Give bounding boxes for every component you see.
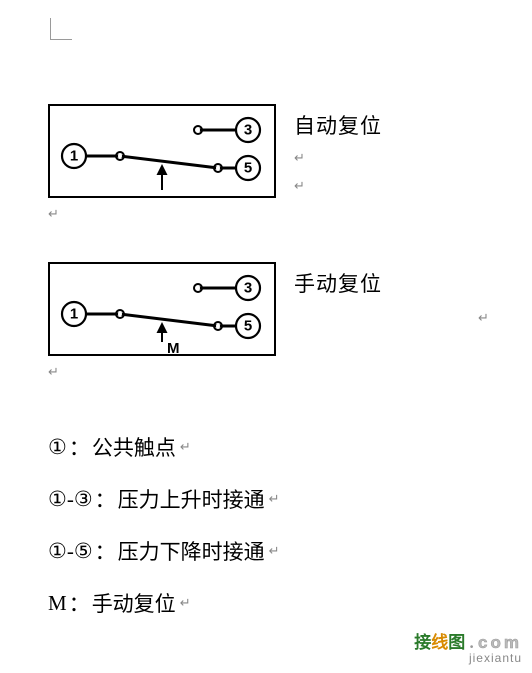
label-auto-reset: 自动复位 [294, 110, 382, 140]
svg-text:3: 3 [244, 122, 252, 139]
svg-text:M: M [167, 340, 180, 357]
return-mark: ↵ [269, 491, 280, 507]
legend-separator: ： [69, 588, 90, 618]
return-mark-under-auto: ↵ [48, 206, 59, 222]
legend-text: 压力上升时接通 [118, 484, 265, 514]
svg-text:5: 5 [244, 160, 252, 177]
watermark-com: com [478, 633, 522, 652]
watermark-dot: . [465, 633, 478, 652]
watermark-cn2: 线 [431, 633, 448, 652]
diagram-box-manual: 1 3 5 M [48, 262, 276, 356]
return-mark-under-manual: ↵ [48, 364, 59, 380]
return-mark: ↵ [180, 595, 191, 611]
diagram-row-manual: 1 3 5 M 手动复位 [48, 262, 382, 356]
legend-separator: ： [95, 536, 116, 566]
watermark: 接线图 . com jiexiantu [414, 628, 522, 665]
legend-text: 手动复位 [92, 588, 176, 618]
svg-text:5: 5 [244, 318, 252, 335]
corner-mark [50, 18, 72, 40]
svg-text:3: 3 [244, 280, 252, 297]
schematic-manual: 1 3 5 M [50, 264, 278, 358]
watermark-cn1: 接 [414, 633, 431, 652]
svg-text:1: 1 [70, 148, 78, 165]
legend-text: 压力下降时接通 [118, 536, 265, 566]
legend-prefix: M [48, 591, 67, 616]
schematic-auto: 1 3 5 [50, 106, 278, 200]
legend-line: ①-⑤：压力下降时接通↵ [48, 536, 280, 566]
watermark-top: 接线图 . com [414, 628, 522, 653]
watermark-bottom: jiexiantu [414, 651, 522, 665]
return-mark: ↵ [269, 543, 280, 559]
legend-prefix: ①-⑤ [48, 539, 93, 564]
label-manual-reset: 手动复位 [294, 268, 382, 298]
svg-text:1: 1 [70, 306, 78, 323]
return-mark: ↵ [294, 144, 382, 172]
legend-line: ①：公共触点↵ [48, 432, 191, 462]
legend-prefix: ①-③ [48, 487, 93, 512]
legend-separator: ： [69, 432, 90, 462]
return-mark: ↵ [180, 439, 191, 455]
diagram-row-auto: 1 3 5 自动复位 ↵ ↵ [48, 104, 382, 200]
legend-separator: ： [95, 484, 116, 514]
return-mark-side-manual: ↵ [478, 310, 489, 326]
return-mark: ↵ [294, 172, 382, 200]
legend-text: 公共触点 [92, 432, 176, 462]
legend-prefix: ① [48, 435, 67, 460]
watermark-cn3: 图 [448, 633, 465, 652]
diagram-box-auto: 1 3 5 [48, 104, 276, 198]
return-marks-auto: ↵ ↵ [294, 144, 382, 200]
legend-line: ①-③：压力上升时接通↵ [48, 484, 280, 514]
legend-line: M：手动复位↵ [48, 588, 191, 618]
